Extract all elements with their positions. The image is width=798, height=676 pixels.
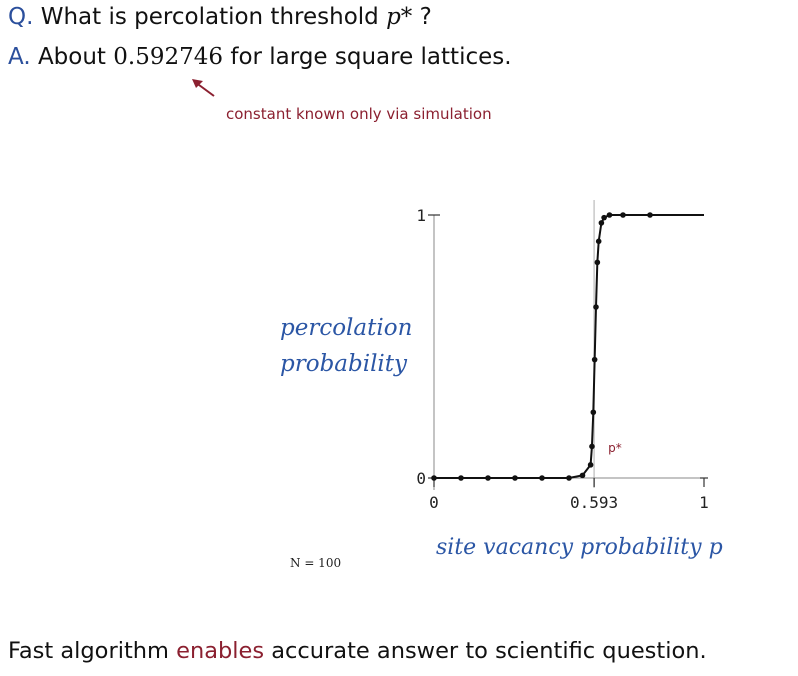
data-point-15 xyxy=(601,214,607,221)
question-end: ? xyxy=(419,4,432,30)
data-point-10 xyxy=(591,356,598,363)
y-tick-label-0: 0 xyxy=(416,469,426,488)
series-line-0 xyxy=(434,214,650,479)
y-axis-label: percolation probability xyxy=(280,310,412,382)
data-point-8 xyxy=(589,443,595,450)
data-point-13 xyxy=(595,238,602,245)
annotation-text: constant known only via simulation xyxy=(226,105,492,123)
data-point-16 xyxy=(606,212,613,218)
data-point-1 xyxy=(458,475,464,481)
footer-part-2: accurate answer to scientific question. xyxy=(271,638,707,664)
footer-line: Fast algorithm enables accurate answer t… xyxy=(8,638,707,664)
data-point-4 xyxy=(539,475,545,481)
answer-line: A. About 0.592746 for large square latti… xyxy=(8,44,512,70)
answer-prefix: About xyxy=(37,44,106,70)
data-point-6 xyxy=(579,472,586,479)
y-axis-label-line-2: probability xyxy=(280,351,408,377)
answer-suffix: for large square lattices. xyxy=(230,44,512,70)
question-line: Q. What is percolation threshold p* ? xyxy=(8,4,432,30)
x-tick-label-1: 0.593 xyxy=(570,493,618,512)
footer-highlight: enables xyxy=(176,638,265,664)
answer-tag: A. xyxy=(8,44,31,70)
y-tick-label-1: 1 xyxy=(416,206,426,225)
data-point-3 xyxy=(512,475,518,481)
x-tick-label-2: 1 xyxy=(699,493,709,512)
x-axis-label: site vacancy probability p xyxy=(436,535,723,560)
question-text: What is percolation threshold xyxy=(40,4,379,30)
data-point-7 xyxy=(587,462,594,468)
data-point-11 xyxy=(593,304,599,310)
data-point-0 xyxy=(431,475,437,481)
data-point-12 xyxy=(594,259,601,266)
data-point-5 xyxy=(566,475,572,481)
question-symbol: p* xyxy=(386,4,413,30)
data-point-14 xyxy=(598,220,605,226)
x-tick-label-0: 0 xyxy=(429,493,439,512)
data-point-9 xyxy=(590,409,597,416)
chart-axes: 0 1 0 0.593 1 p* xyxy=(416,200,709,512)
question-tag: Q. xyxy=(8,4,34,30)
answer-value: 0.592746 xyxy=(113,44,224,70)
threshold-label: p* xyxy=(608,441,622,455)
data-point-17 xyxy=(620,212,626,218)
footer-part-1: Fast algorithm xyxy=(8,638,169,664)
annotation-arrow-icon xyxy=(192,79,215,97)
data-point-2 xyxy=(485,475,491,481)
grid-size-note: N = 100 xyxy=(290,556,342,570)
chart-marks xyxy=(431,212,704,481)
y-axis-label-line-1: percolation xyxy=(280,315,413,341)
